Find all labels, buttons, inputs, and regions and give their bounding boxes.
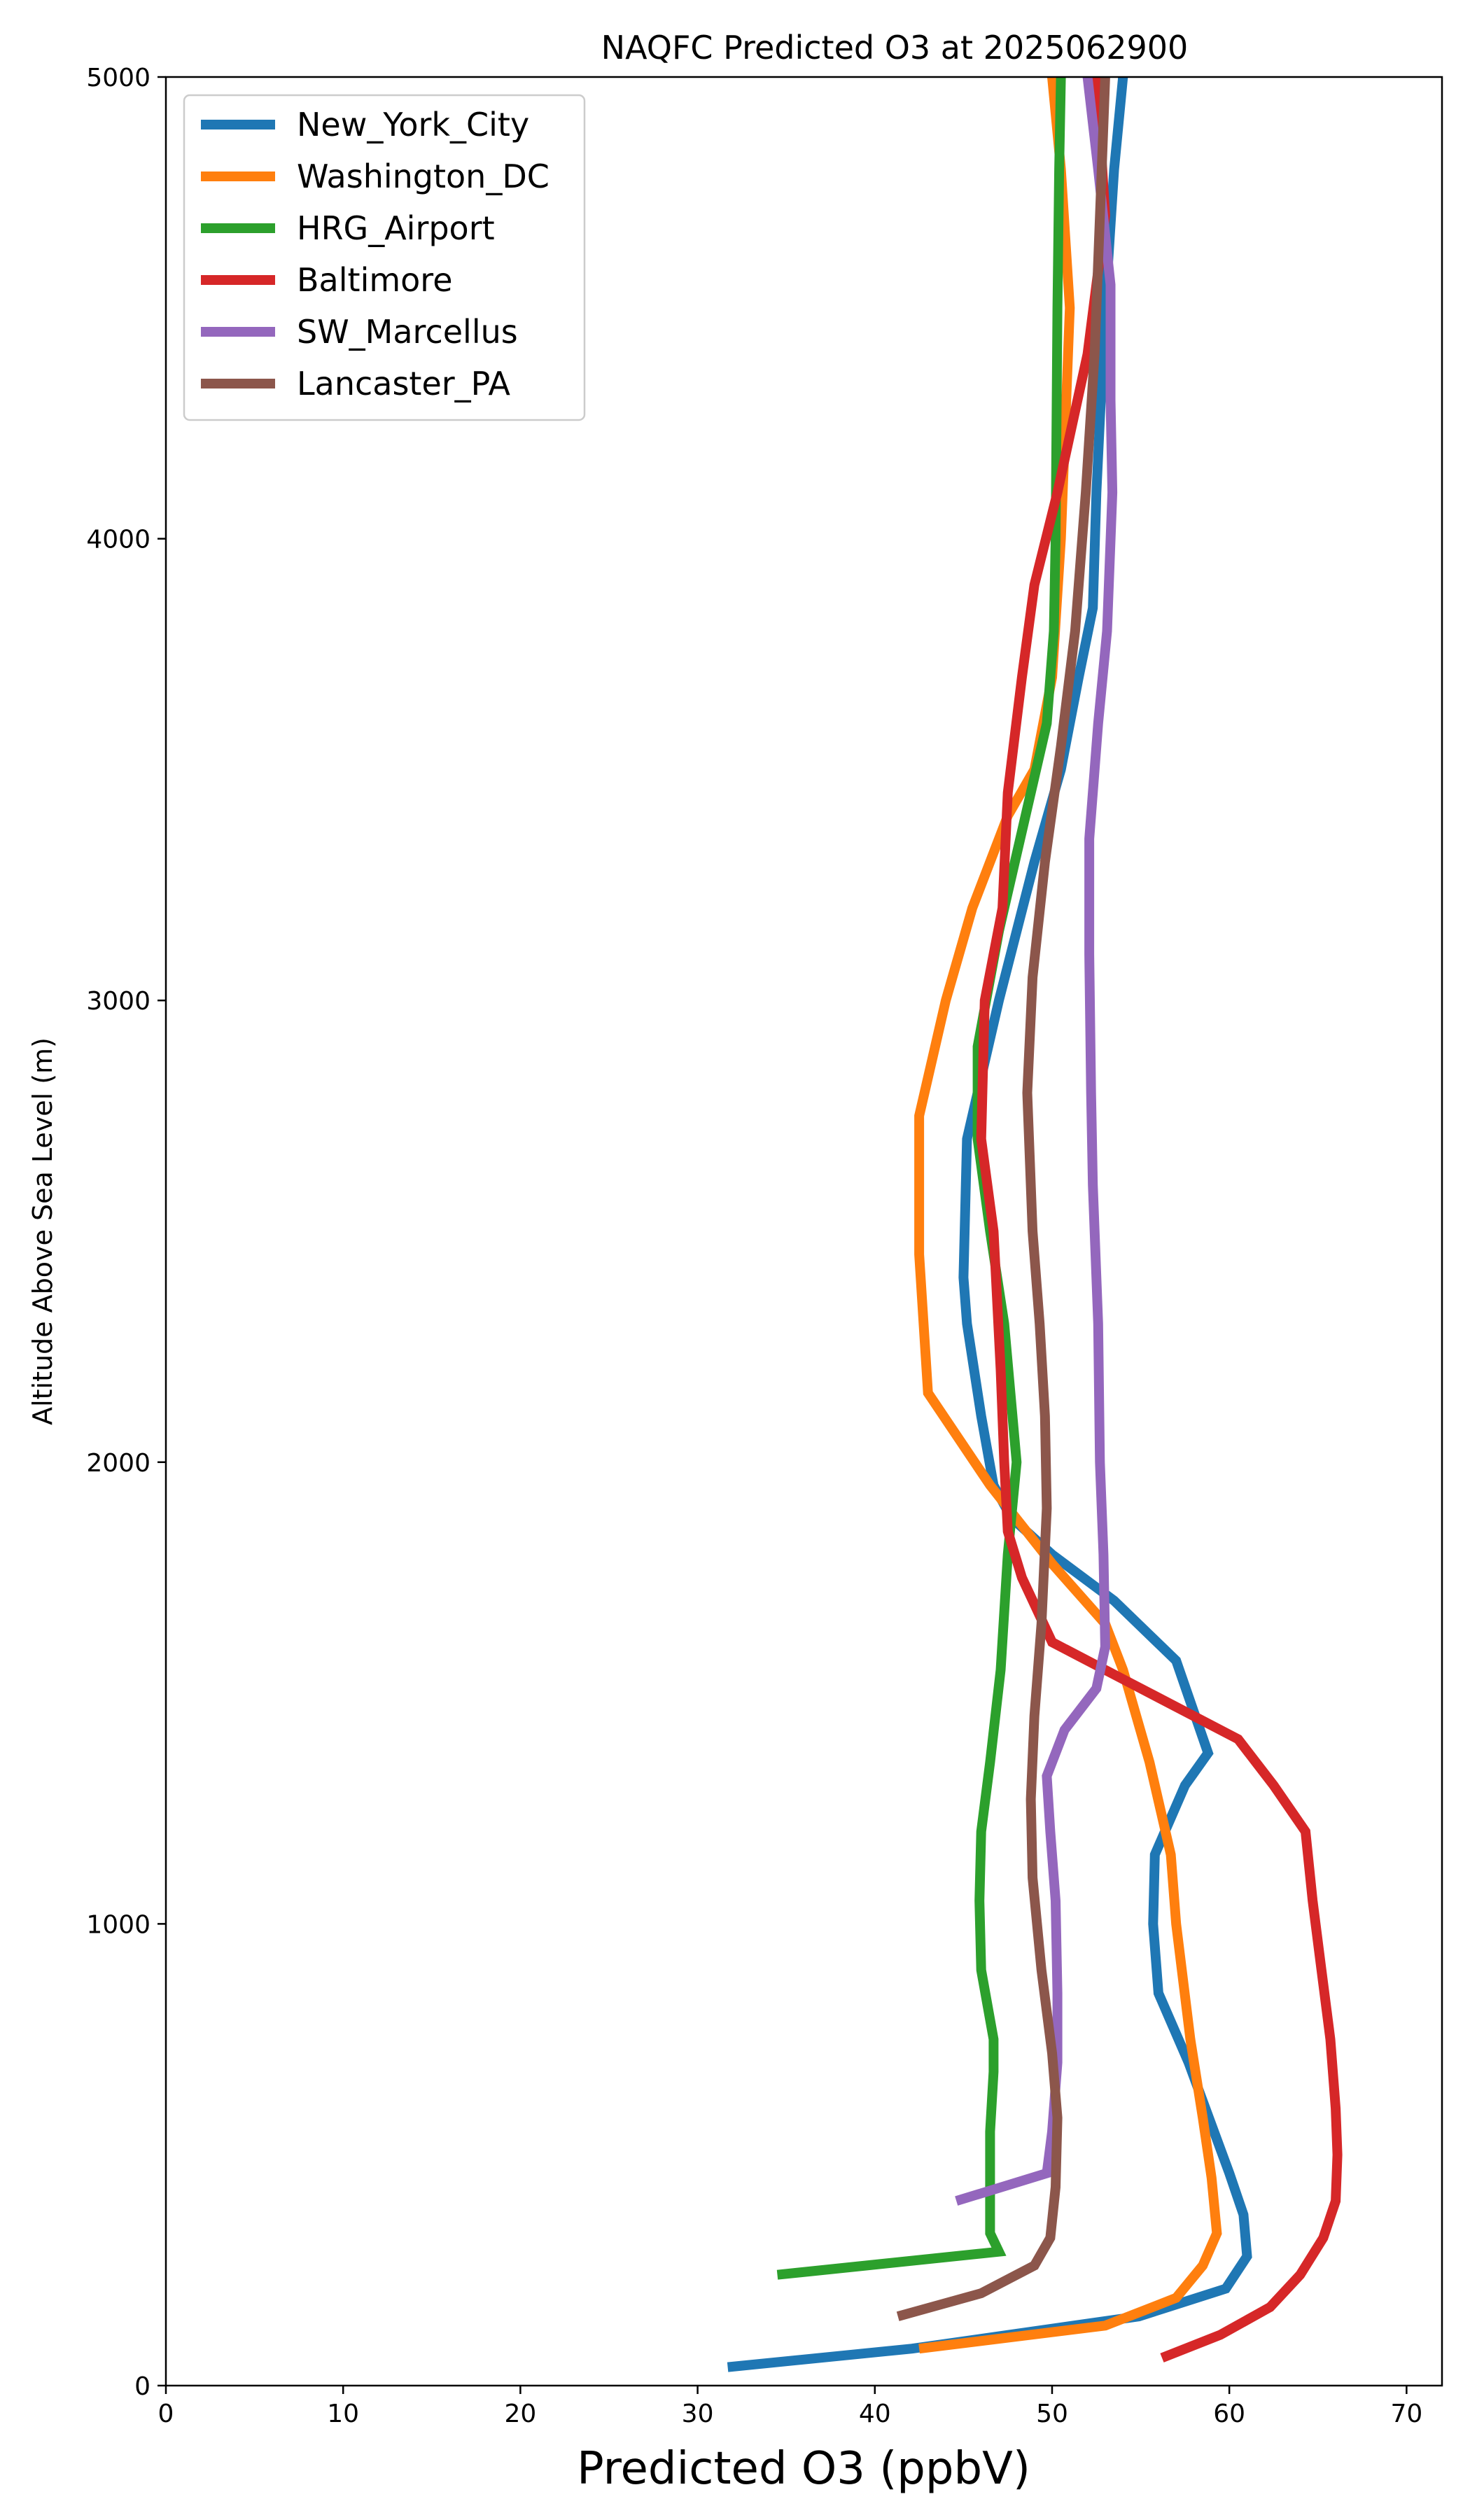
y-axis-label: Altitude Above Sea Level (m) [27,1037,58,1425]
y-tick-label: 0 [134,2372,150,2401]
series-layer [727,77,1343,2372]
legend-label-baltimore: Baltimore [297,261,453,299]
x-tick-label: 30 [682,2400,714,2428]
x-tick-label: 70 [1390,2400,1422,2428]
x-tick-label: 20 [504,2400,536,2428]
legend-label-hrg-airport: HRG_Airport [297,209,495,247]
y-tick-label: 4000 [86,526,150,554]
legend-box [183,94,586,421]
y-axis: 0 1000 2000 3000 4000 5000 [86,64,166,2401]
legend-label-sw-marcellus: SW_Marcellus [297,313,518,351]
x-tick-label: 10 [327,2400,359,2428]
y-tick-label: 5000 [86,64,150,92]
legend-label-lancaster-pa: Lancaster_PA [297,365,510,402]
x-axis: 0 10 20 30 40 50 60 70 [158,2386,1422,2428]
series-line-hrg-airport [776,77,1066,2280]
y-tick-label: 2000 [86,1449,150,1478]
legend-label-washington-dc: Washington_DC [297,158,550,195]
x-tick-label: 40 [859,2400,891,2428]
x-tick-label: 0 [158,2400,174,2428]
series-line-new-york-city [727,77,1252,2372]
x-tick-label: 50 [1036,2400,1068,2428]
x-tick-label: 60 [1213,2400,1245,2428]
legend-label-new-york-city: New_York_City [297,106,529,144]
y-tick-label: 3000 [86,987,150,1016]
legend: New_York_City Washington_DC HRG_Airport Bal… [183,94,586,421]
series-line-sw-marcellus [955,77,1118,2206]
y-tick-label: 1000 [86,1910,150,1939]
plot-frame [164,76,1443,2387]
chart-title: NAQFC Predicted O3 at 2025062900 [601,29,1189,66]
series-line-lancaster-pa [896,77,1110,2321]
x-axis-label: Predicted O3 (ppbV) [577,2443,1030,2495]
series-line-baltimore [976,77,1343,2362]
